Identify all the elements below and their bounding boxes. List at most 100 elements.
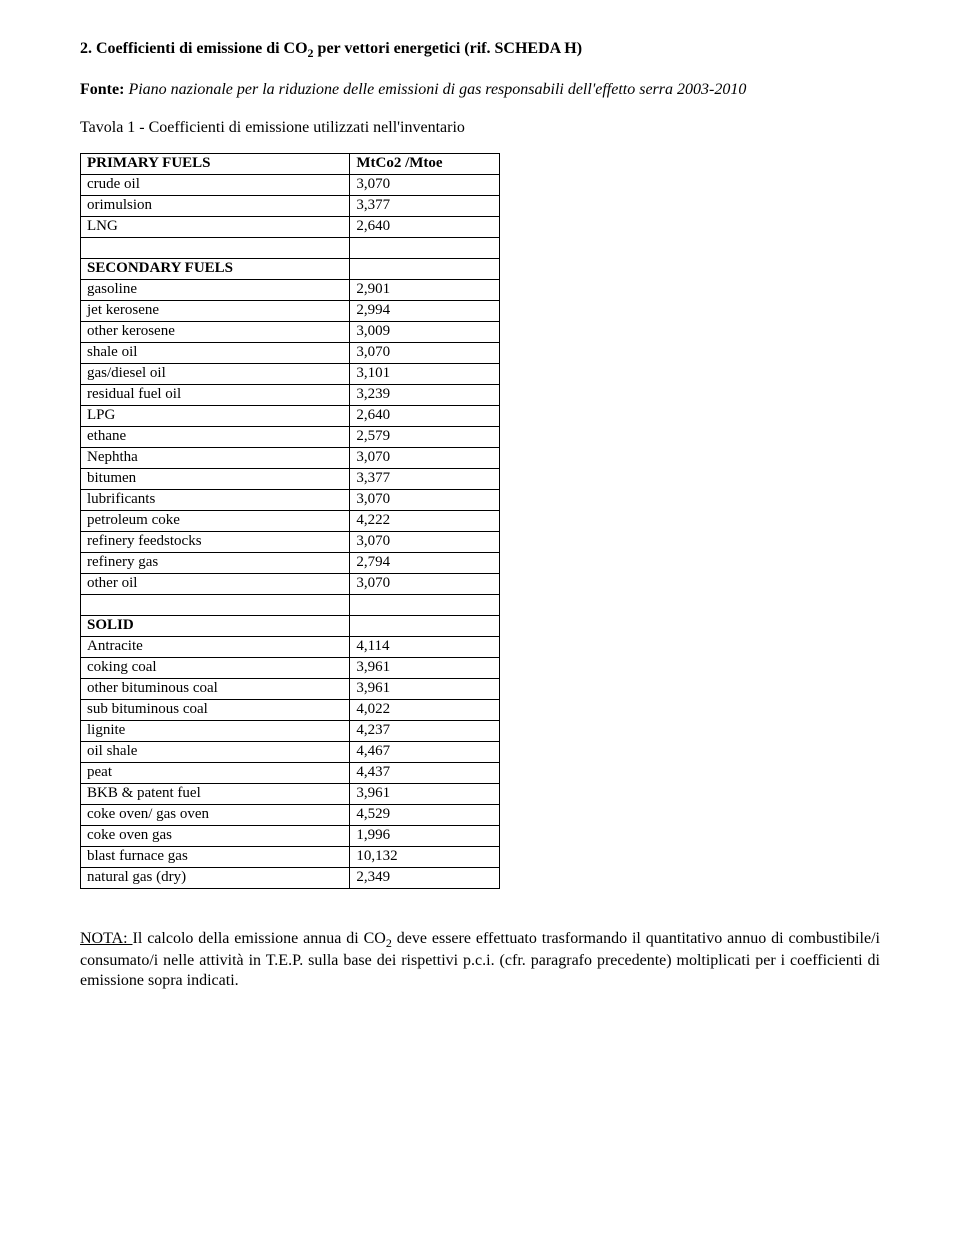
row-label: petroleum coke — [81, 511, 350, 532]
table-row: coke oven/ gas oven4,529 — [81, 805, 500, 826]
table-row: coking coal3,961 — [81, 658, 500, 679]
table-row: other bituminous coal3,961 — [81, 679, 500, 700]
table-row: gasoline2,901 — [81, 280, 500, 301]
row-label: bitumen — [81, 469, 350, 490]
row-value: 3,070 — [350, 448, 500, 469]
row-label: oil shale — [81, 742, 350, 763]
row-value: 2,349 — [350, 868, 500, 889]
table-spacer-row — [81, 238, 500, 259]
row-label: jet kerosene — [81, 301, 350, 322]
table-row: Nephtha3,070 — [81, 448, 500, 469]
row-value: 3,377 — [350, 469, 500, 490]
table-row: blast furnace gas10,132 — [81, 847, 500, 868]
row-value: 4,022 — [350, 700, 500, 721]
table-row: jet kerosene2,994 — [81, 301, 500, 322]
table-row: peat4,437 — [81, 763, 500, 784]
spacer-cell — [350, 238, 500, 259]
table-row: ethane2,579 — [81, 427, 500, 448]
table-row: orimulsion3,377 — [81, 196, 500, 217]
row-label: orimulsion — [81, 196, 350, 217]
row-label: refinery gas — [81, 553, 350, 574]
row-label: other bituminous coal — [81, 679, 350, 700]
row-label: LPG — [81, 406, 350, 427]
row-value: 4,114 — [350, 637, 500, 658]
note-part1: Il calcolo della emissione annua di CO — [133, 930, 386, 947]
section-header-value: MtCo2 /Mtoe — [350, 154, 500, 175]
row-label: coke oven gas — [81, 826, 350, 847]
row-label: LNG — [81, 217, 350, 238]
table-section-header: SECONDARY FUELS — [81, 259, 500, 280]
row-value: 3,009 — [350, 322, 500, 343]
row-value: 10,132 — [350, 847, 500, 868]
row-label: BKB & patent fuel — [81, 784, 350, 805]
table-row: refinery feedstocks3,070 — [81, 532, 500, 553]
row-label: crude oil — [81, 175, 350, 196]
section-header-label: PRIMARY FUELS — [81, 154, 350, 175]
row-value: 4,437 — [350, 763, 500, 784]
table-row: sub bituminous coal4,022 — [81, 700, 500, 721]
row-value: 3,070 — [350, 343, 500, 364]
row-label: residual fuel oil — [81, 385, 350, 406]
source-label: Fonte: — [80, 81, 124, 98]
row-value: 3,239 — [350, 385, 500, 406]
row-label: gasoline — [81, 280, 350, 301]
row-value: 2,994 — [350, 301, 500, 322]
table-row: other oil3,070 — [81, 574, 500, 595]
table-section-header: PRIMARY FUELSMtCo2 /Mtoe — [81, 154, 500, 175]
table-row: lignite4,237 — [81, 721, 500, 742]
row-label: gas/diesel oil — [81, 364, 350, 385]
row-value: 2,579 — [350, 427, 500, 448]
table-row: natural gas (dry)2,349 — [81, 868, 500, 889]
source-text: Piano nazionale per la riduzione delle e… — [128, 81, 746, 98]
row-value: 4,467 — [350, 742, 500, 763]
row-value: 3,377 — [350, 196, 500, 217]
row-label: shale oil — [81, 343, 350, 364]
footnote: NOTA: Il calcolo della emissione annua d… — [80, 929, 880, 991]
row-value: 3,070 — [350, 490, 500, 511]
section-header-label: SECONDARY FUELS — [81, 259, 350, 280]
spacer-cell — [350, 595, 500, 616]
table-row: residual fuel oil3,239 — [81, 385, 500, 406]
table-row: petroleum coke4,222 — [81, 511, 500, 532]
section-header-value — [350, 259, 500, 280]
table-row: bitumen3,377 — [81, 469, 500, 490]
row-value: 3,070 — [350, 532, 500, 553]
row-label: other kerosene — [81, 322, 350, 343]
row-label: lignite — [81, 721, 350, 742]
row-label: natural gas (dry) — [81, 868, 350, 889]
table-row: coke oven gas1,996 — [81, 826, 500, 847]
table-row: crude oil3,070 — [81, 175, 500, 196]
row-value: 4,529 — [350, 805, 500, 826]
table-row: gas/diesel oil3,101 — [81, 364, 500, 385]
row-label: sub bituminous coal — [81, 700, 350, 721]
row-label: peat — [81, 763, 350, 784]
row-value: 3,101 — [350, 364, 500, 385]
heading-suffix: per vettori energetici (rif. SCHEDA H) — [314, 40, 583, 57]
row-label: coking coal — [81, 658, 350, 679]
table-row: lubrificants3,070 — [81, 490, 500, 511]
note-label: NOTA: — [80, 930, 133, 947]
row-label: blast furnace gas — [81, 847, 350, 868]
table-row: BKB & patent fuel3,961 — [81, 784, 500, 805]
row-value: 2,901 — [350, 280, 500, 301]
table-row: refinery gas2,794 — [81, 553, 500, 574]
row-label: Antracite — [81, 637, 350, 658]
table-caption: Tavola 1 - Coefficienti di emissione uti… — [80, 119, 880, 137]
row-label: coke oven/ gas oven — [81, 805, 350, 826]
row-label: ethane — [81, 427, 350, 448]
table-row: LNG2,640 — [81, 217, 500, 238]
spacer-cell — [81, 595, 350, 616]
row-value: 3,070 — [350, 574, 500, 595]
heading-prefix: 2. Coefficienti di emissione di CO — [80, 40, 308, 57]
section-header-value — [350, 616, 500, 637]
section-header-label: SOLID — [81, 616, 350, 637]
row-value: 3,961 — [350, 679, 500, 700]
source-line: Fonte: Piano nazionale per la riduzione … — [80, 81, 880, 99]
row-value: 2,794 — [350, 553, 500, 574]
row-value: 2,640 — [350, 406, 500, 427]
table-section-header: SOLID — [81, 616, 500, 637]
coefficients-table: PRIMARY FUELSMtCo2 /Mtoecrude oil3,070or… — [80, 153, 500, 889]
row-value: 1,996 — [350, 826, 500, 847]
row-label: lubrificants — [81, 490, 350, 511]
table-row: shale oil3,070 — [81, 343, 500, 364]
